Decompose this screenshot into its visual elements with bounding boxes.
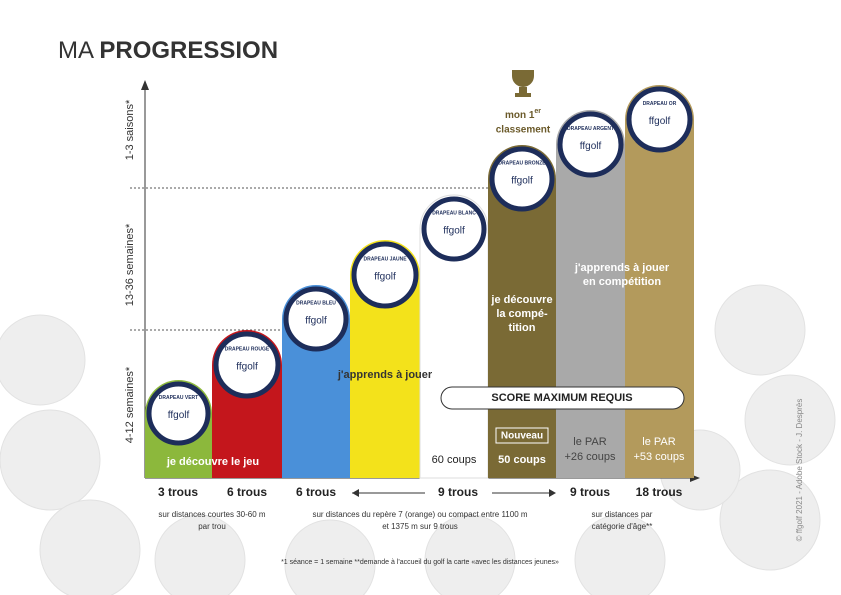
label: j'apprends à jouer: [337, 369, 433, 381]
description: sur distances courtes 30-60 m: [158, 510, 265, 519]
badge-text: DRAPEAU BRONZE: [498, 160, 546, 166]
badge-text: DRAPEAU ROUGE: [225, 346, 270, 352]
holes: 6 trous: [296, 485, 336, 499]
y-arrow: [141, 80, 149, 90]
label: le PAR: [642, 436, 675, 448]
label: 50 coups: [498, 454, 546, 466]
holes: 6 trous: [227, 485, 267, 499]
score-pill: [440, 386, 685, 410]
label: +53 coups: [633, 451, 685, 463]
holes: 18 trous: [636, 485, 683, 499]
description: et 1375 m sur 9 trous: [382, 522, 458, 531]
badge: [421, 196, 487, 262]
badge-text: DRAPEAU OR: [643, 101, 677, 107]
badge: [557, 111, 624, 178]
ranking: mon 1er: [505, 108, 541, 121]
footnote: *1 séance = 1 semaine **demande à l'accu…: [281, 559, 559, 566]
label: classement: [496, 125, 551, 136]
axis-label: 4-12 semaines*: [124, 366, 136, 443]
badge-text: DRAPEAU VERT: [159, 395, 198, 401]
badge-brand: ffgolf: [443, 226, 465, 237]
label: je découvre: [490, 294, 552, 306]
badge-brand: ffgolf: [374, 272, 396, 283]
ranking-sup: er: [534, 108, 541, 115]
holes: 9 trous: [438, 485, 478, 499]
title-light: MA: [58, 37, 94, 64]
badge: [626, 86, 693, 153]
label: je découvre le jeu: [166, 456, 259, 468]
holes: 3 trous: [158, 485, 198, 499]
holes: 9 trous: [570, 485, 610, 499]
trophy-icon: [512, 70, 534, 97]
column: [556, 110, 625, 479]
ranking-text: mon 1: [505, 110, 535, 121]
badge-brand: ffgolf: [236, 362, 258, 373]
description: catégorie d'âge**: [592, 522, 653, 531]
badge-text: DRAPEAU BLEU: [296, 300, 336, 306]
axis-label: 13-36 semaines*: [124, 223, 136, 306]
badge-text: DRAPEAU ARGENT: [567, 126, 614, 132]
badge-brand: ffgolf: [168, 410, 190, 421]
label: en compétition: [583, 276, 662, 288]
label: la compé-: [496, 308, 548, 320]
title: MA PROGRESSION: [58, 37, 278, 64]
label: +26 coups: [564, 451, 616, 463]
badge: [146, 381, 211, 446]
badge-brand: ffgolf: [305, 316, 327, 327]
title-bold: PROGRESSION: [99, 37, 278, 64]
axis-label: 1-3 saisons*: [124, 99, 136, 160]
badge-brand: ffgolf: [580, 141, 602, 152]
badge: [489, 146, 555, 212]
column: [625, 85, 694, 479]
label: Nouveau: [501, 431, 543, 442]
label: SCORE MAXIMUM REQUIS: [491, 392, 632, 404]
description: par trou: [198, 522, 226, 531]
badge-text: DRAPEAU BLANC: [432, 210, 476, 216]
badge: [213, 331, 281, 399]
new-box: [495, 427, 549, 444]
badge: [283, 286, 349, 352]
label: tition: [509, 322, 536, 334]
badge: [351, 241, 419, 309]
background-balls: [0, 284, 836, 595]
badge-brand: ffgolf: [649, 116, 671, 127]
label: j'apprends à jouer: [574, 262, 670, 274]
label: 60 coups: [432, 454, 477, 466]
copyright: © ffgolf 2021 - Adobe Stock - J. Desprès: [795, 399, 804, 542]
description: sur distances par: [592, 510, 653, 519]
label: le PAR: [573, 436, 606, 448]
badge-brand: ffgolf: [511, 176, 533, 187]
description: sur distances du repère 7 (orange) ou co…: [312, 510, 527, 519]
badge-text: DRAPEAU JAUNE: [363, 256, 407, 262]
